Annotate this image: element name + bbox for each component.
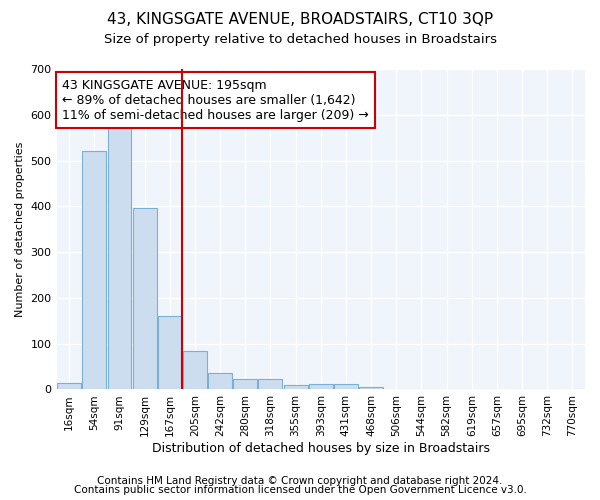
- Bar: [309, 384, 333, 390]
- Bar: [82, 152, 106, 390]
- Bar: [259, 380, 283, 390]
- Bar: [284, 385, 308, 390]
- X-axis label: Distribution of detached houses by size in Broadstairs: Distribution of detached houses by size …: [152, 442, 490, 455]
- Bar: [107, 124, 131, 390]
- Bar: [183, 350, 207, 390]
- Text: Contains HM Land Registry data © Crown copyright and database right 2024.: Contains HM Land Registry data © Crown c…: [97, 476, 503, 486]
- Bar: [385, 388, 408, 390]
- Bar: [57, 383, 81, 390]
- Bar: [359, 387, 383, 390]
- Text: 43 KINGSGATE AVENUE: 195sqm
← 89% of detached houses are smaller (1,642)
11% of : 43 KINGSGATE AVENUE: 195sqm ← 89% of det…: [62, 78, 368, 122]
- Text: Size of property relative to detached houses in Broadstairs: Size of property relative to detached ho…: [104, 32, 497, 46]
- Bar: [233, 379, 257, 390]
- Y-axis label: Number of detached properties: Number of detached properties: [15, 142, 25, 317]
- Bar: [133, 208, 157, 390]
- Bar: [158, 316, 182, 390]
- Text: 43, KINGSGATE AVENUE, BROADSTAIRS, CT10 3QP: 43, KINGSGATE AVENUE, BROADSTAIRS, CT10 …: [107, 12, 493, 28]
- Bar: [208, 374, 232, 390]
- Bar: [334, 384, 358, 390]
- Text: Contains public sector information licensed under the Open Government Licence v3: Contains public sector information licen…: [74, 485, 526, 495]
